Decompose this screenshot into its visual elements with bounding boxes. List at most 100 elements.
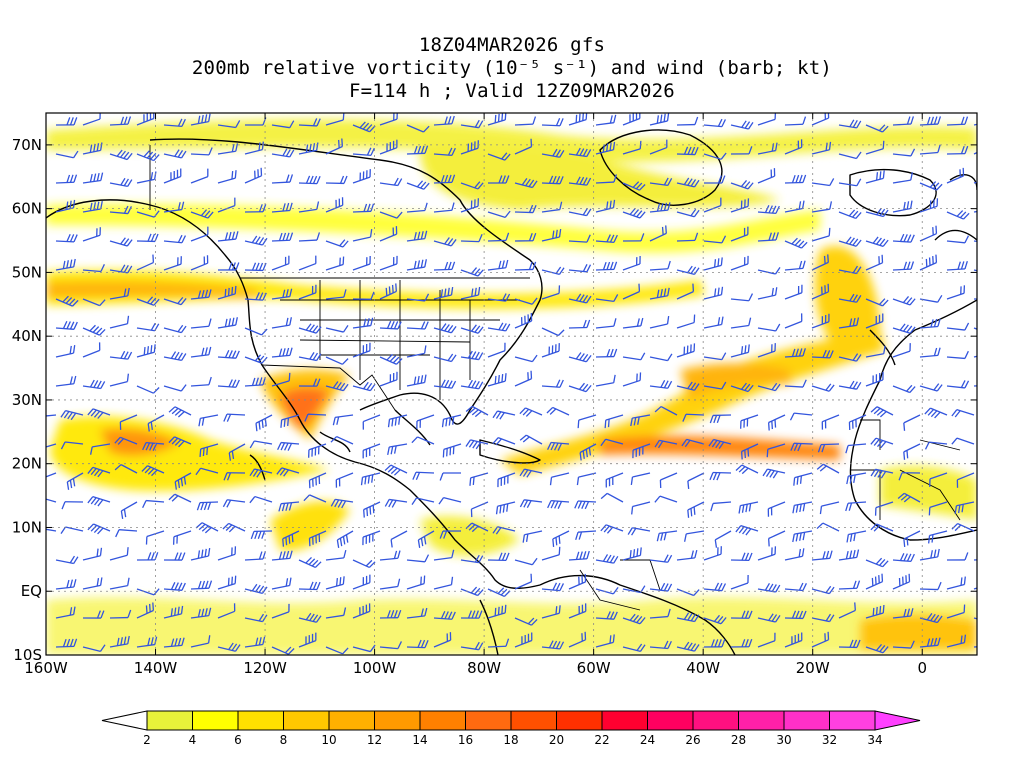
- wind-barb: [379, 371, 398, 387]
- wind-barb: [703, 352, 727, 361]
- wind-barb: [919, 347, 941, 358]
- wind-barb: [622, 613, 646, 625]
- wind-barb: [522, 530, 543, 543]
- wind-barb: [865, 124, 889, 133]
- wind-barb: [817, 443, 840, 453]
- wind-barb: [89, 443, 111, 455]
- wind-barb: [676, 116, 699, 126]
- wind-barb: [919, 318, 941, 329]
- wind-barb: [622, 181, 646, 191]
- wind-barb: [605, 472, 624, 488]
- wind-barb: [379, 353, 403, 365]
- wind-barb: [298, 284, 317, 300]
- wind-barb: [163, 637, 185, 648]
- wind-barb: [676, 314, 696, 329]
- wind-barb: [649, 139, 668, 155]
- wind-barb: [495, 501, 516, 515]
- wind-barb: [838, 602, 856, 619]
- wind-barb: [919, 612, 943, 624]
- longitude-axis: 160W 140W 120W 100W 80W 60W 40W 20W 0: [24, 113, 927, 677]
- wind-barb: [109, 635, 130, 648]
- wind-barb: [109, 373, 130, 387]
- colorbar-swatch: [374, 710, 421, 731]
- wind-barb: [838, 178, 862, 187]
- wind-barb: [929, 472, 948, 487]
- wind-barb: [514, 617, 538, 626]
- wind-barb: [325, 607, 347, 619]
- wind-barb: [676, 177, 700, 188]
- wind-barb: [838, 353, 862, 362]
- wind-barb: [492, 410, 516, 420]
- wind-barb: [379, 578, 401, 590]
- wind-barb: [946, 322, 970, 331]
- wind-barb: [136, 344, 156, 358]
- colorbar-swatch: [192, 710, 239, 731]
- wind-barb: [433, 610, 456, 620]
- wind-barb: [676, 343, 696, 358]
- wind-barb: [460, 350, 484, 361]
- wind-barb: [703, 639, 726, 648]
- wind-barb: [838, 151, 862, 160]
- wind-barb: [848, 414, 867, 431]
- wind-barb: [710, 501, 732, 512]
- wind-barb: [384, 464, 408, 476]
- wind-barb: [811, 613, 835, 623]
- wind-barb: [892, 384, 916, 394]
- lat-tick-label: 40N: [12, 327, 42, 345]
- wind-barb: [109, 237, 133, 247]
- map-plot-area: [46, 113, 977, 655]
- wind-barb: [730, 198, 750, 213]
- wind-barb: [168, 436, 192, 448]
- wind-barb: [654, 405, 678, 416]
- wind-barb: [892, 116, 915, 126]
- wind-barb: [460, 324, 484, 334]
- wind-barb: [514, 204, 537, 214]
- wind-barb: [946, 116, 969, 126]
- wind-barb: [730, 382, 754, 393]
- wind-barb: [919, 581, 942, 591]
- wind-barb: [217, 349, 240, 359]
- wind-barb: [946, 350, 969, 360]
- wind-barb: [222, 522, 246, 533]
- wind-barb: [433, 261, 456, 271]
- wind-barb: [676, 232, 699, 242]
- wind-barb: [460, 140, 479, 155]
- colorbar-swatch: [692, 710, 739, 731]
- wind-barb: [416, 414, 435, 429]
- wind-barb: [244, 327, 268, 336]
- colorbar-label: 2: [143, 733, 151, 747]
- wind-barb: [541, 327, 565, 337]
- colorbar: 2 4 6 8 10 12 14 16 18 20 22 24 26 28 30 32 34: [101, 710, 921, 747]
- wind-barb: [865, 345, 886, 358]
- wind-barb: [82, 264, 105, 273]
- wind-barb: [325, 256, 345, 271]
- wind-barb: [109, 609, 132, 619]
- wind-barb: [352, 229, 373, 242]
- wind-barb: [217, 170, 237, 184]
- wind-barb: [766, 443, 786, 458]
- wind-barb: [654, 439, 678, 449]
- wind-barb: [406, 374, 427, 387]
- wind-barb: [352, 603, 371, 619]
- wind-barb: [163, 149, 187, 159]
- wind-barb: [114, 436, 138, 445]
- wind-barb: [946, 380, 970, 389]
- wind-barb: [568, 631, 587, 648]
- wind-barb: [325, 646, 349, 655]
- wind-barb: [514, 354, 538, 363]
- wind-barb: [946, 145, 969, 155]
- wind-barb: [308, 472, 327, 489]
- wind-barb: [622, 352, 646, 361]
- wind-barb: [632, 443, 651, 459]
- colorbar-swatch: [783, 710, 830, 731]
- wind-barb: [271, 577, 292, 590]
- wind-barb: [730, 180, 754, 190]
- wind-barb: [60, 526, 84, 534]
- wind-barb: [362, 530, 381, 546]
- wind-barb: [676, 283, 695, 300]
- wind-barb: [595, 141, 616, 155]
- wind-barb: [784, 200, 805, 213]
- map-title-line1: 18Z04MAR2026 gfs: [418, 34, 606, 56]
- wind-barb: [487, 259, 509, 271]
- wind-barb: [622, 643, 646, 653]
